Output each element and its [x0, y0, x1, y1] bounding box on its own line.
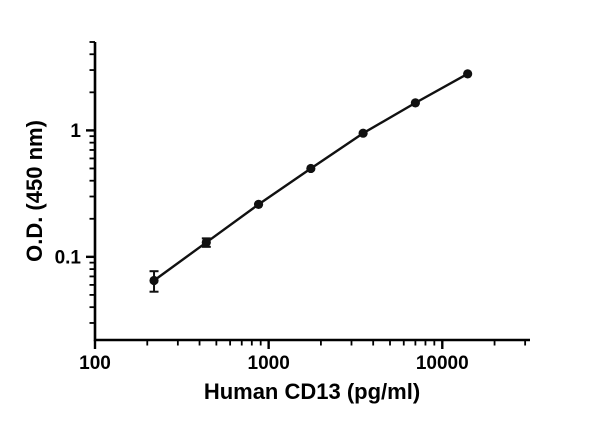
standard-curve-line [153, 72, 469, 282]
data-point [410, 98, 420, 108]
data-point [253, 199, 264, 209]
data-point [149, 275, 159, 286]
data-point [201, 237, 211, 248]
data-point [306, 163, 316, 174]
x-tick-label: 100 [79, 353, 111, 374]
y-tick-label: 0.1 [55, 247, 82, 268]
plot-layer: 100 1000 10000 0.1 1 [55, 41, 530, 374]
y-tick-label: 1 [70, 121, 81, 142]
axes-spines [93, 42, 530, 342]
x-tick-label: 10000 [416, 353, 469, 374]
data-point [358, 128, 368, 138]
data-point [463, 69, 473, 79]
x-axis-title: Human CD13 (pg/ml) [204, 379, 420, 404]
x-tick-label: 1000 [248, 353, 290, 374]
y-axis-title: O.D. (450 nm) [22, 120, 47, 262]
